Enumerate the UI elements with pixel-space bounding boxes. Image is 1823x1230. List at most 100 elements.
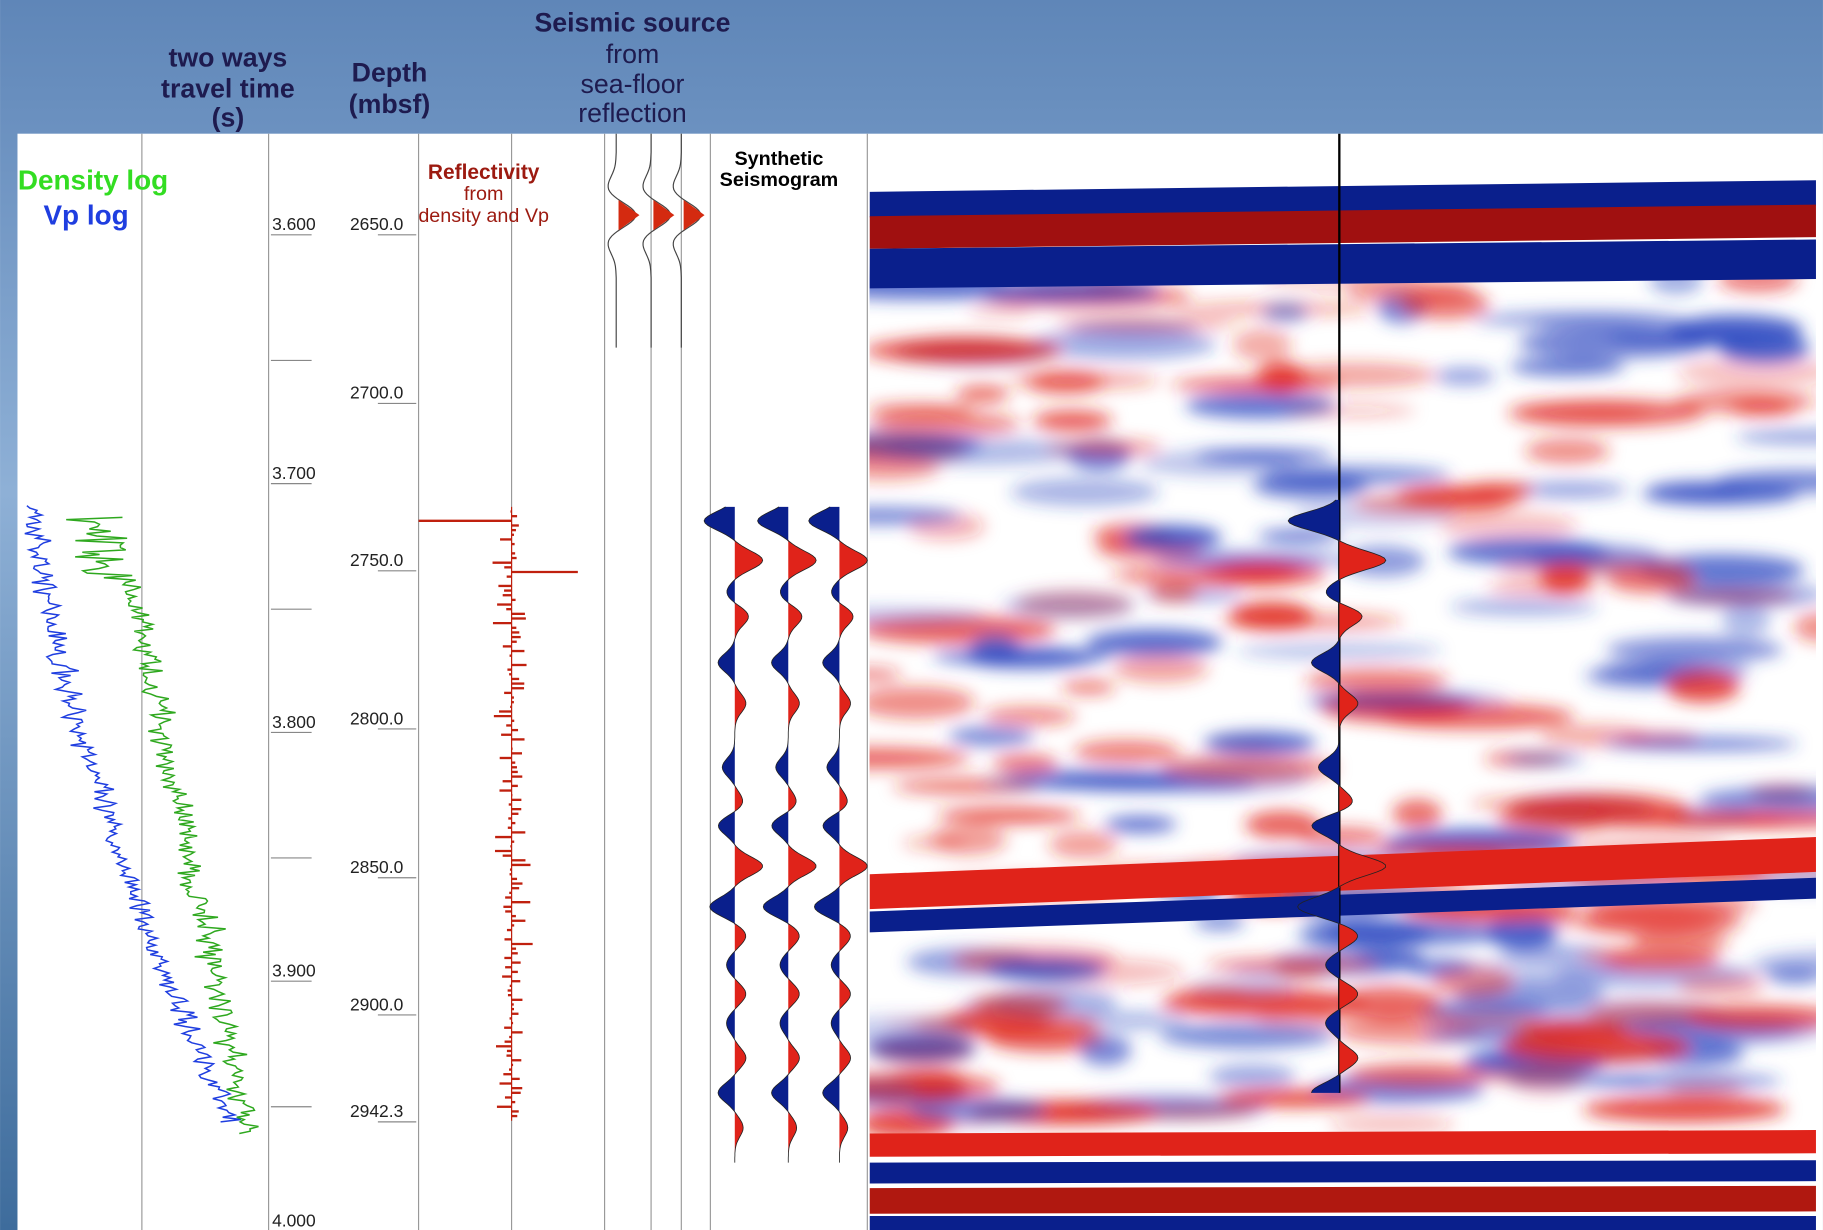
twtt-label: 3.600	[272, 214, 316, 234]
blob	[1685, 1005, 1816, 1030]
blob	[1673, 390, 1816, 414]
blob	[909, 1097, 1048, 1123]
header: (mbsf)	[349, 89, 431, 119]
blob	[1606, 637, 1784, 663]
blob	[1072, 1010, 1190, 1031]
blob	[1663, 581, 1816, 608]
blob	[1232, 328, 1292, 362]
blob	[1608, 327, 1755, 346]
blob	[1218, 1089, 1371, 1107]
wiggle-negative	[704, 506, 735, 1163]
blob	[1677, 357, 1816, 388]
blob	[869, 686, 975, 719]
blob	[1665, 670, 1740, 703]
header: (s)	[212, 103, 245, 133]
blob	[1721, 604, 1771, 637]
blob	[1449, 598, 1598, 616]
source-wavelet	[642, 133, 672, 348]
blob	[1206, 958, 1378, 972]
blob	[1130, 1104, 1256, 1120]
blob	[1439, 510, 1578, 542]
blob	[869, 403, 975, 418]
blob	[1006, 372, 1160, 389]
vp-log	[24, 505, 242, 1123]
blob	[948, 726, 1035, 747]
blob	[1297, 921, 1432, 948]
wiggle-negative	[808, 506, 840, 1163]
blob	[1509, 357, 1625, 376]
blob	[1261, 302, 1309, 323]
blob	[1244, 810, 1320, 839]
blob	[1473, 311, 1682, 328]
depth-label: 2750.0	[350, 550, 404, 570]
twtt-title: two ways travel time (s)	[161, 42, 295, 132]
wiggle-negative	[757, 506, 789, 1163]
blob	[1699, 786, 1816, 813]
blob	[1793, 613, 1816, 642]
blob	[1378, 703, 1575, 730]
blob	[869, 412, 1021, 436]
twtt-label: 3.900	[272, 961, 316, 981]
header: Seismogram	[720, 169, 839, 191]
layout: 3.600 3.700 3.800 3.900 4.000 2650.0 2700.0 275…	[24, 133, 1387, 1230]
blob	[1469, 481, 1535, 494]
blob	[1220, 563, 1300, 581]
blob	[1028, 328, 1217, 361]
blob	[1196, 448, 1334, 463]
blob	[1447, 538, 1609, 566]
blob	[1677, 974, 1765, 998]
blob	[1310, 1003, 1454, 1029]
blob	[1104, 816, 1177, 833]
blob	[902, 836, 966, 850]
wiggle-line	[1287, 499, 1387, 1093]
blob	[1263, 465, 1451, 486]
header: from	[464, 183, 504, 205]
blob	[1160, 754, 1338, 782]
source-wavelet	[607, 133, 637, 348]
wiggle-negative	[1288, 499, 1340, 1093]
blob	[1400, 288, 1490, 320]
blob	[985, 958, 1106, 981]
blob	[1010, 477, 1160, 507]
blob	[1470, 796, 1662, 812]
blob	[1602, 737, 1799, 751]
blob	[1583, 1096, 1787, 1123]
blob	[869, 337, 1063, 364]
blob	[1152, 552, 1343, 567]
blob	[1329, 1113, 1455, 1136]
twtt-label: 3.700	[272, 463, 316, 483]
blob	[971, 993, 1067, 1013]
blob	[980, 287, 1161, 301]
blob	[1735, 429, 1816, 445]
blob	[1583, 814, 1787, 828]
header: density and Vp	[418, 205, 549, 227]
band	[869, 204, 1816, 249]
blob	[1111, 565, 1238, 585]
blob	[1032, 410, 1113, 431]
blob	[1203, 731, 1317, 755]
blob	[968, 303, 1033, 318]
blob	[869, 608, 987, 624]
legend-density: Density log	[18, 164, 168, 195]
depth-label: 2900.0	[350, 994, 404, 1014]
blob	[1297, 827, 1387, 847]
blob	[981, 775, 1098, 791]
depth-label: 2650.0	[350, 214, 404, 234]
header: Synthetic	[735, 148, 824, 170]
blob	[1434, 367, 1496, 386]
header: reflection	[578, 98, 686, 128]
legend-vp: Vp log	[43, 199, 128, 230]
blob	[1579, 947, 1645, 964]
band	[869, 1216, 1816, 1230]
blob	[932, 647, 1112, 666]
depth-title: Depth (mbsf)	[349, 57, 431, 118]
blob	[1504, 752, 1585, 766]
blob	[869, 507, 962, 525]
blob	[1159, 1022, 1335, 1049]
blob	[1048, 830, 1119, 859]
blob	[1256, 361, 1305, 394]
blob	[869, 454, 940, 481]
blob	[1173, 984, 1248, 1001]
